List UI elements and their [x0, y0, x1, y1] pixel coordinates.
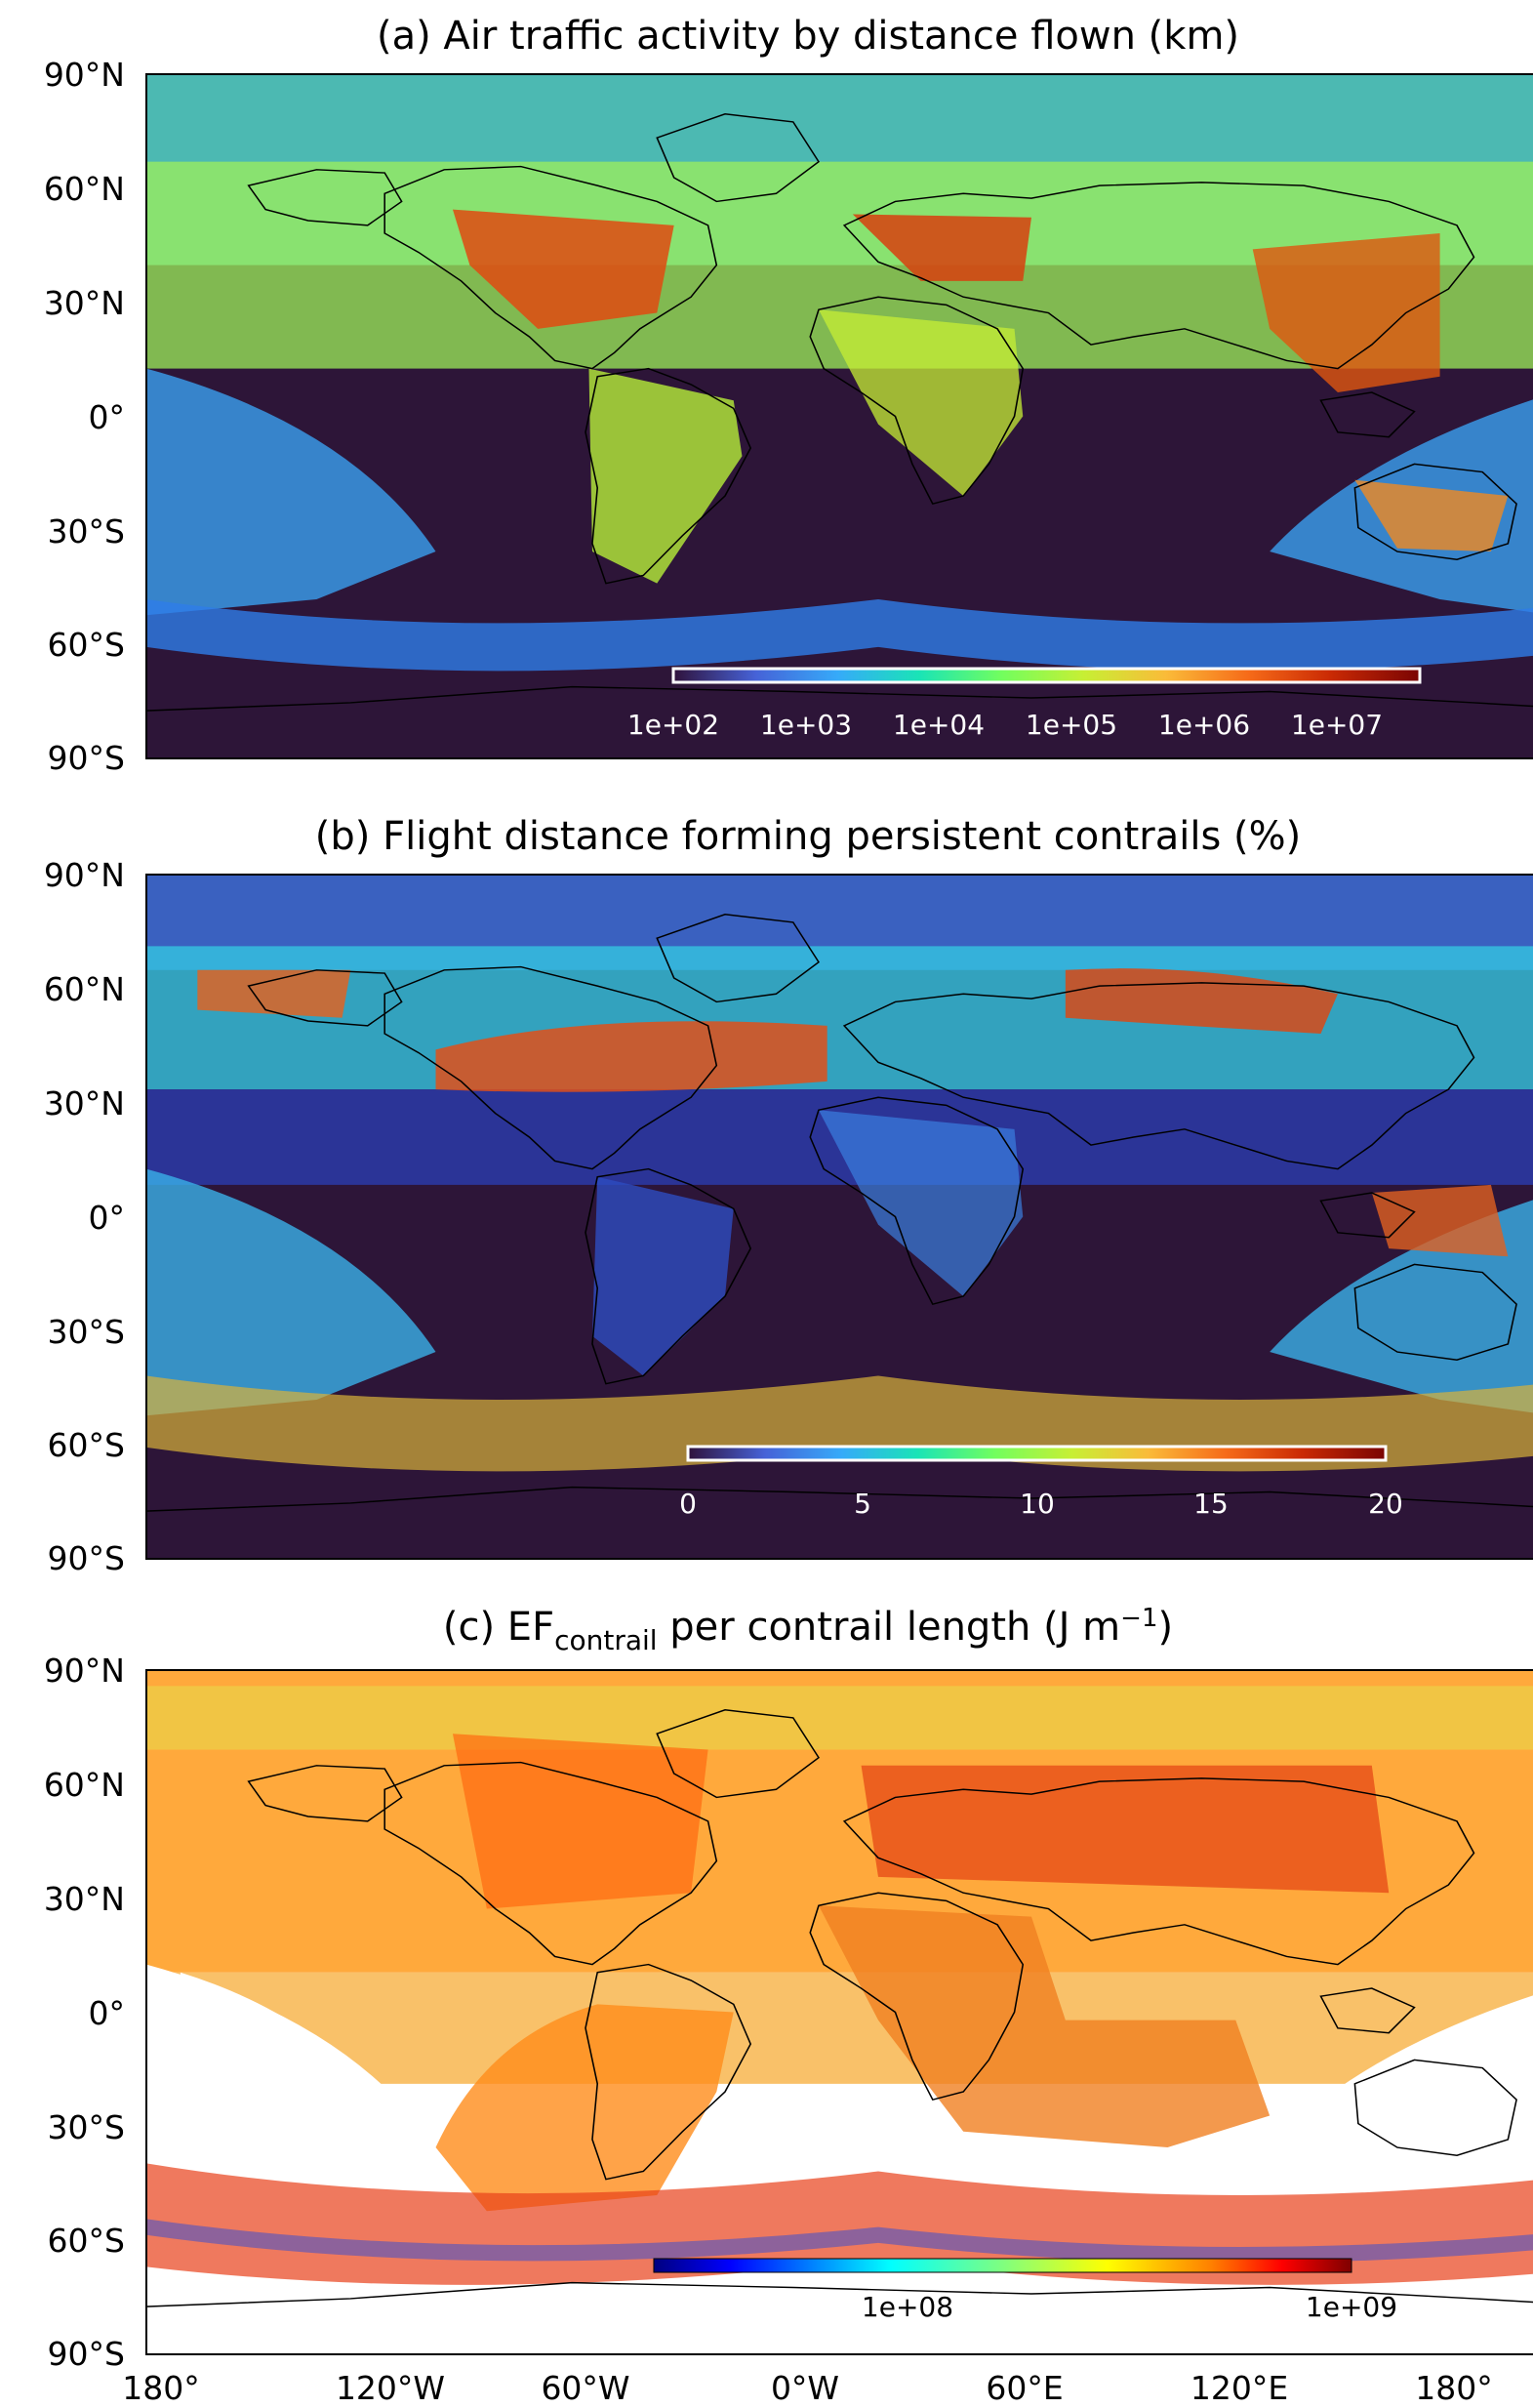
- colorbar-b-tick: 0: [679, 1488, 697, 1520]
- y-tick-label: 60°N: [44, 970, 125, 1008]
- y-tick-label: 60°S: [48, 2222, 125, 2260]
- y-tick-label: 30°N: [44, 1880, 125, 1918]
- y-tick-label: 0°: [89, 1994, 126, 2032]
- colorbar-b-tick: 5: [854, 1488, 871, 1520]
- colorbar-a-tick: 1e+04: [893, 709, 985, 741]
- y-tick-label: 0°: [89, 398, 126, 436]
- y-tick-label: 90°N: [44, 56, 125, 94]
- y-tick-label: 90°N: [44, 1652, 125, 1690]
- panel-c-x-axis: 180° 120°W 60°W 0°W 60°E 120°E 180°: [122, 2369, 1493, 2407]
- colorbar-b-tick: 20: [1368, 1488, 1403, 1520]
- y-tick-label: 60°N: [44, 170, 125, 208]
- panel-c: (c) EFcontrail per contrail length (J m−…: [44, 1604, 1533, 2407]
- panel-c-title-end: ): [1157, 1605, 1173, 1650]
- y-tick-label: 30°S: [48, 1313, 125, 1351]
- colorbar-a-tick: 1e+07: [1291, 709, 1383, 741]
- panel-b: (b) Flight distance forming persistent c…: [44, 814, 1533, 1577]
- panel-a-title: (a) Air traffic activity by distance flo…: [377, 14, 1239, 59]
- panel-c-title-main: (c) EF: [443, 1605, 554, 1650]
- panel-c-title-rest: per contrail length (J m: [658, 1605, 1121, 1650]
- panel-b-frame: [145, 874, 1533, 1560]
- colorbar-a-tick: 1e+06: [1158, 709, 1250, 741]
- colorbar-c-tick: 1e+09: [1306, 2291, 1397, 2323]
- y-tick-label: 30°N: [44, 284, 125, 322]
- x-tick-label: 120°E: [1190, 2369, 1288, 2407]
- colorbar-c-tick: 1e+08: [862, 2291, 953, 2323]
- y-tick-label: 60°S: [48, 626, 125, 664]
- x-tick-label: 60°E: [986, 2369, 1063, 2407]
- panel-c-title-sup: −1: [1120, 1604, 1157, 1633]
- y-tick-label: 90°S: [48, 739, 125, 777]
- colorbar-a-tick: 1e+02: [627, 709, 719, 741]
- y-tick-label: 30°S: [48, 512, 125, 551]
- panel-c-colorbar: 1e+08 1e+09: [653, 2258, 1397, 2323]
- y-tick-label: 60°N: [44, 1766, 125, 1804]
- colorbar-a-tick: 1e+05: [1026, 709, 1117, 741]
- y-tick-label: 90°S: [48, 2335, 125, 2373]
- panel-c-title-sub: contrail: [554, 1624, 657, 1656]
- x-tick-label: 0°W: [771, 2369, 839, 2407]
- y-tick-label: 30°S: [48, 2108, 125, 2146]
- panel-a-colorbar: 1e+02 1e+03 1e+04 1e+05 1e+06 1e+07: [627, 667, 1422, 741]
- panel-b-colorbar: 0 5 10 15 20: [679, 1445, 1403, 1520]
- y-tick-label: 0°: [89, 1199, 126, 1237]
- panel-a-y-axis: 90°N 60°N 30°N 0° 30°S 60°S 90°S: [44, 56, 125, 777]
- y-tick-label: 90°S: [48, 1539, 125, 1577]
- y-tick-label: 60°S: [48, 1426, 125, 1464]
- panel-a-frame: [145, 73, 1533, 759]
- y-tick-label: 30°N: [44, 1084, 125, 1122]
- panel-a: (a) Air traffic activity by distance flo…: [44, 14, 1533, 777]
- panel-c-y-axis: 90°N 60°N 30°N 0° 30°S 60°S 90°S: [44, 1652, 125, 2373]
- colorbar-b-tick: 15: [1193, 1488, 1229, 1520]
- colorbar-a-tick: 1e+03: [760, 709, 852, 741]
- x-tick-label: 180°: [1415, 2369, 1493, 2407]
- panel-c-frame: [145, 1669, 1533, 2355]
- colorbar-b-tick: 10: [1020, 1488, 1055, 1520]
- x-tick-label: 60°W: [541, 2369, 629, 2407]
- panel-b-y-axis: 90°N 60°N 30°N 0° 30°S 60°S 90°S: [44, 856, 125, 1577]
- x-tick-label: 180°: [122, 2369, 200, 2407]
- x-tick-label: 120°W: [336, 2369, 445, 2407]
- panel-c-title: (c) EFcontrail per contrail length (J m−…: [443, 1604, 1173, 1656]
- y-tick-label: 90°N: [44, 856, 125, 894]
- panel-b-title: (b) Flight distance forming persistent c…: [315, 814, 1301, 859]
